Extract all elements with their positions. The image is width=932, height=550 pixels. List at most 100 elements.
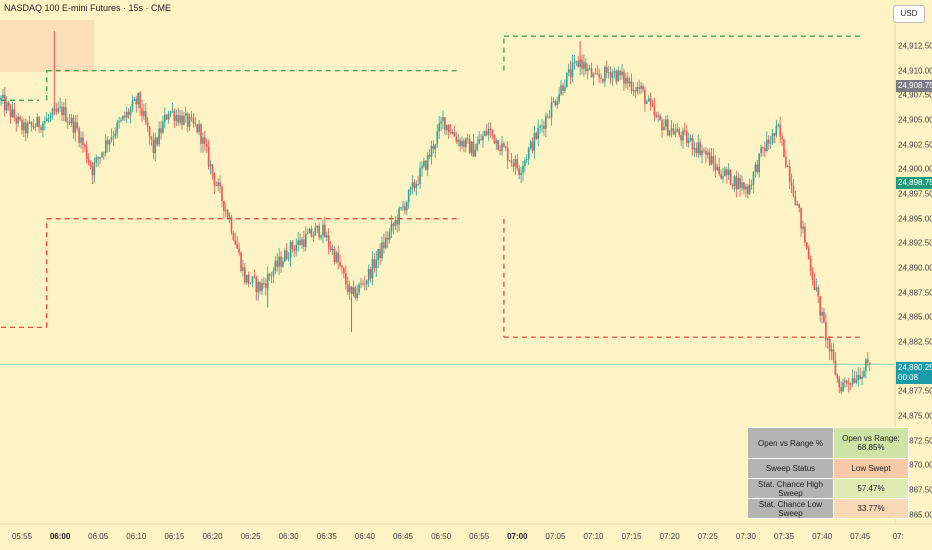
candle-body — [4, 94, 6, 111]
candle-body — [537, 128, 540, 139]
green-price-label: 24,898.75 — [896, 177, 932, 189]
candle-body — [240, 252, 242, 271]
candle-body — [750, 184, 753, 186]
candle-body — [40, 127, 42, 131]
candle-body — [796, 204, 799, 206]
candle-body — [419, 168, 421, 185]
candle-body — [499, 150, 501, 152]
chart-title: NASDAQ 100 E-mini Futures · 15s · CME — [4, 3, 172, 13]
candle-body — [110, 137, 113, 141]
candle-body — [693, 147, 696, 150]
candle-body — [743, 182, 745, 190]
candle-body — [585, 62, 587, 72]
candle-body — [533, 132, 536, 151]
candle-body — [141, 108, 143, 116]
time-tick-label: 06:15 — [164, 532, 185, 541]
candle-body — [666, 119, 669, 136]
candle-body — [263, 283, 265, 284]
candle-body — [312, 235, 315, 237]
candle-body — [465, 138, 467, 148]
candle-body — [38, 117, 40, 128]
candle-body — [705, 150, 707, 155]
candle-body — [354, 287, 357, 299]
candle-body — [202, 137, 204, 144]
candle-body — [314, 227, 317, 236]
candle-body — [491, 129, 494, 135]
candle-body — [245, 274, 248, 283]
candle-body — [95, 157, 98, 163]
candle-body — [190, 116, 193, 118]
currency-button[interactable]: USD — [893, 5, 925, 23]
time-tick-label: 06:35 — [316, 532, 337, 541]
candle-body — [402, 206, 404, 208]
candle-body — [160, 128, 162, 133]
candle-body — [28, 121, 31, 124]
candle-body — [72, 117, 75, 133]
candle-body — [857, 374, 860, 380]
candle-body — [543, 125, 545, 129]
candle-body — [541, 125, 543, 127]
candle-body — [615, 71, 618, 82]
candle-body — [847, 383, 850, 385]
candle-body — [767, 139, 770, 144]
candle-body — [655, 115, 658, 117]
candle-body — [676, 129, 679, 132]
candle-body — [785, 157, 787, 167]
candle-body — [333, 248, 336, 262]
candle-body — [472, 141, 475, 157]
candle-body — [365, 280, 368, 285]
candle-body — [659, 115, 661, 120]
candle-body — [623, 71, 625, 84]
time-tick-label: 06:05 — [88, 532, 109, 541]
candle-body — [242, 267, 244, 271]
candle-body — [423, 160, 425, 167]
candle-body — [596, 73, 599, 75]
candle-body — [813, 280, 816, 290]
candle-body — [0, 97, 2, 101]
candle-body — [727, 169, 730, 176]
candle-body — [617, 70, 620, 82]
price-tick-label: 24,882.50 — [898, 337, 932, 347]
candle-body — [783, 139, 785, 158]
candle-body — [322, 224, 324, 236]
candle-body — [590, 68, 593, 78]
candle-body — [329, 246, 332, 251]
candle-body — [746, 186, 749, 195]
candle-body — [724, 169, 726, 176]
time-tick-label: 07:10 — [583, 532, 604, 541]
time-tick-label: 07:25 — [697, 532, 718, 541]
price-tick-label: 24,902.50 — [898, 140, 932, 150]
candle-body — [756, 164, 759, 173]
candle-body — [621, 71, 623, 76]
candle-body — [674, 131, 677, 135]
candle-body — [855, 379, 858, 383]
candle-body — [255, 277, 258, 293]
candle-body — [811, 271, 814, 281]
candle-body — [303, 239, 305, 248]
candle-body — [762, 147, 764, 148]
candle-body — [684, 130, 686, 132]
candle-body — [668, 130, 671, 136]
candle-body — [642, 85, 644, 90]
candle-body — [548, 117, 551, 119]
candle-body — [788, 166, 791, 182]
candle-body — [89, 162, 92, 167]
opening-range-box — [0, 20, 94, 72]
candle-body — [51, 109, 54, 115]
candle-body — [44, 121, 46, 123]
candle-body — [293, 249, 296, 251]
candle-body — [42, 122, 44, 131]
candle-body — [244, 267, 246, 283]
candle-body — [400, 207, 402, 209]
price-tick-label: 24,890.00 — [898, 263, 932, 273]
candle-body — [47, 117, 50, 119]
candle-body — [575, 61, 578, 63]
candle-body — [838, 378, 840, 388]
candle-body — [407, 189, 410, 203]
candle-body — [280, 256, 282, 267]
candle-body — [866, 359, 869, 363]
candle-body — [169, 111, 172, 115]
candle-body — [316, 225, 319, 228]
candle-body — [455, 136, 458, 142]
